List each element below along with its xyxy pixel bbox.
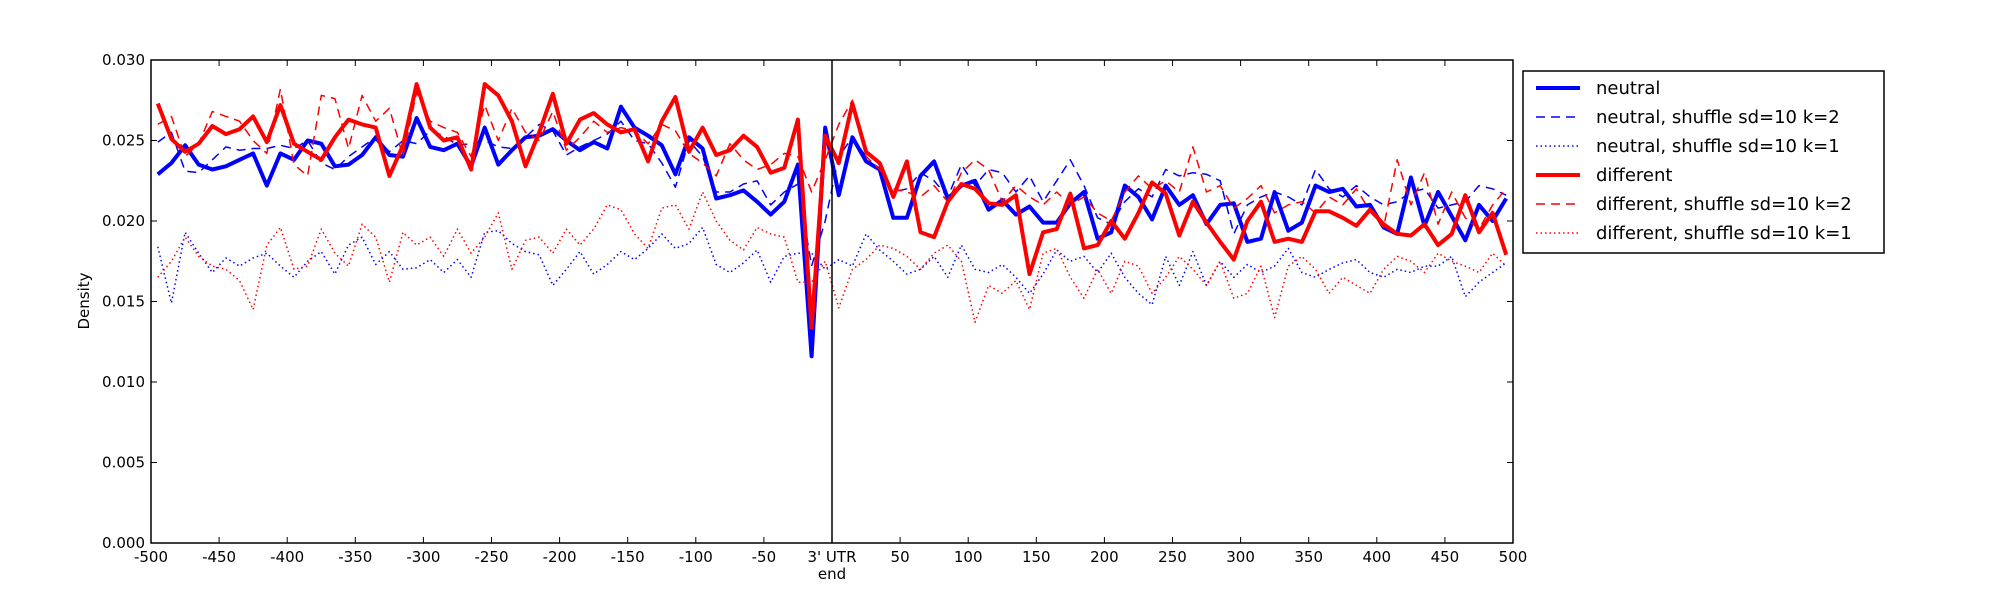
x-tick-label: 100 <box>954 548 983 566</box>
legend-label-4: different <box>1596 165 1672 186</box>
series-line-6 <box>157 191 1507 324</box>
x-tick-label: 3' UTR <box>808 548 857 566</box>
legend-label-1: neutral <box>1596 78 1660 99</box>
legend-label-6: different, shuffle sd=10 k=1 <box>1596 223 1852 244</box>
legend-frame <box>1522 70 1885 254</box>
x-tick-label: 300 <box>1226 548 1255 566</box>
y-axis-title: Density <box>75 272 93 329</box>
y-tick-label: 0.005 <box>102 454 145 472</box>
x-tick-label: -150 <box>611 548 645 566</box>
x-tick-label: -400 <box>270 548 304 566</box>
x-tick-label: 400 <box>1362 548 1391 566</box>
x-tick-label: -350 <box>338 548 372 566</box>
x-tick-label: 350 <box>1294 548 1323 566</box>
x-tick-label: 150 <box>1022 548 1051 566</box>
x-tick-label: -450 <box>202 548 236 566</box>
y-tick-label: 0.000 <box>102 534 145 552</box>
x-tick-label: 450 <box>1431 548 1460 566</box>
legend-label-2: neutral, shuffle sd=10 k=2 <box>1596 107 1840 128</box>
x-tick-sublabel: end <box>818 565 846 583</box>
x-tick-label: -200 <box>543 548 577 566</box>
x-tick-label: -500 <box>134 548 168 566</box>
y-tick-label: 0.020 <box>102 212 145 230</box>
legend-label-3: neutral, shuffle sd=10 k=1 <box>1596 136 1840 157</box>
x-tick-label: 50 <box>891 548 910 566</box>
y-tick-label: 0.030 <box>102 51 145 69</box>
plot-frame <box>150 59 1514 544</box>
x-tick-label: -300 <box>406 548 440 566</box>
legend: neutral neutral, shuffle sd=10 k=2 neutral… <box>1522 70 1885 254</box>
legend-label-5: different, shuffle sd=10 k=2 <box>1596 194 1852 215</box>
y-tick-label: 0.015 <box>102 293 145 311</box>
y-axis: 0.000 0.005 0.010 0.015 0.020 0.025 0.030 <box>102 51 1513 552</box>
x-tick-label: -250 <box>474 548 508 566</box>
x-axis: -500 -450 -400 -350 -300 -250 -200 -150 -100 -50 3… <box>134 60 1527 583</box>
y-tick-label: 0.025 <box>102 132 145 150</box>
x-tick-label: 500 <box>1499 548 1528 566</box>
y-tick-label: 0.010 <box>102 373 145 391</box>
x-tick-label: -100 <box>679 548 713 566</box>
x-tick-label: 200 <box>1090 548 1119 566</box>
x-tick-label: 250 <box>1158 548 1187 566</box>
x-tick-label: -50 <box>752 548 777 566</box>
series-line-3 <box>157 226 1507 306</box>
